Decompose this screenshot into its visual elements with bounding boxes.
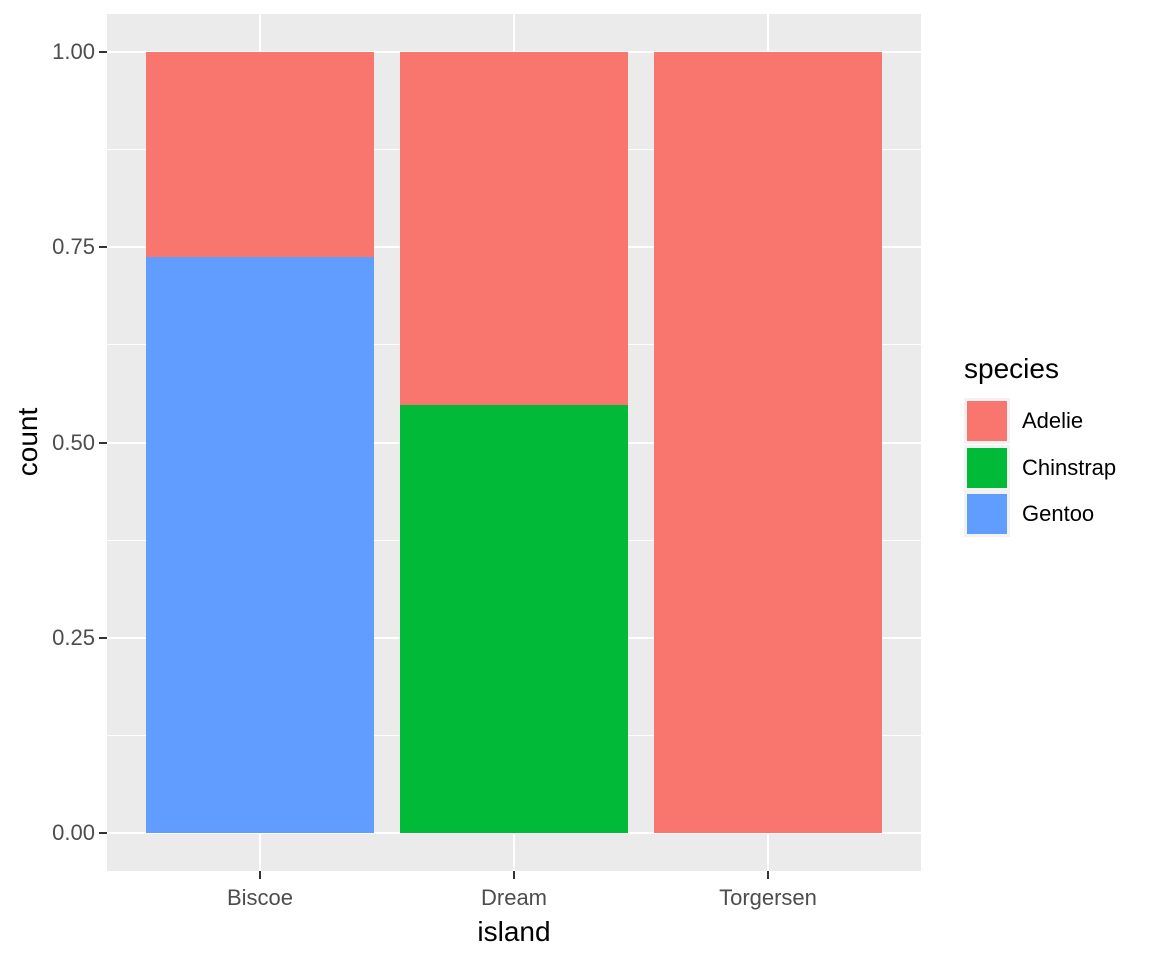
legend-key [964, 444, 1010, 491]
y-axis-tick [99, 246, 107, 249]
bar-segment-biscoe-gentoo [146, 256, 374, 833]
legend-key [964, 398, 1010, 444]
bar-segment-dream-chinstrap [400, 405, 628, 833]
x-axis-tick [767, 871, 769, 879]
y-axis-tick [99, 51, 107, 53]
legend-label: Adelie [1022, 408, 1084, 433]
plot-panel [107, 14, 921, 871]
y-tick-label: 1.00 [52, 39, 95, 64]
legend-title: species [964, 353, 1059, 384]
bar-segment-torgersen-adelie [654, 52, 882, 833]
x-tick-label: Dream [480, 885, 548, 910]
y-axis-tick [99, 636, 107, 639]
x-tick-label: Biscoe [226, 885, 294, 910]
legend-label: Chinstrap [1022, 454, 1117, 480]
legend-key-swatch [967, 401, 1007, 441]
legend-key [964, 491, 1010, 537]
legend-entry-adelie: Adelie [964, 398, 1152, 444]
y-axis-tick [99, 832, 107, 834]
x-axis-title: island [477, 916, 551, 947]
y-tick-label: 0.75 [52, 234, 95, 260]
legend-entry-gentoo: Gentoo [964, 491, 1152, 537]
bar-segment-dream-adelie [400, 52, 628, 405]
x-axis-tick [259, 871, 261, 879]
y-axis-tick [99, 441, 107, 444]
y-tick-label: 0.25 [52, 624, 95, 650]
legend-entry-chinstrap: Chinstrap [964, 444, 1152, 491]
x-axis-tick [513, 871, 515, 879]
y-tick-label: 0.00 [52, 820, 95, 845]
legend-label: Gentoo [1022, 501, 1095, 526]
legend-key-swatch [967, 494, 1007, 534]
legend-key-swatch [967, 447, 1007, 488]
bar-segment-biscoe-adelie [146, 52, 374, 257]
x-tick-label: Torgersen [719, 885, 817, 910]
legend: Adelie Chinstrap Gentoo [964, 398, 1152, 538]
y-tick-label: 0.50 [52, 429, 95, 455]
